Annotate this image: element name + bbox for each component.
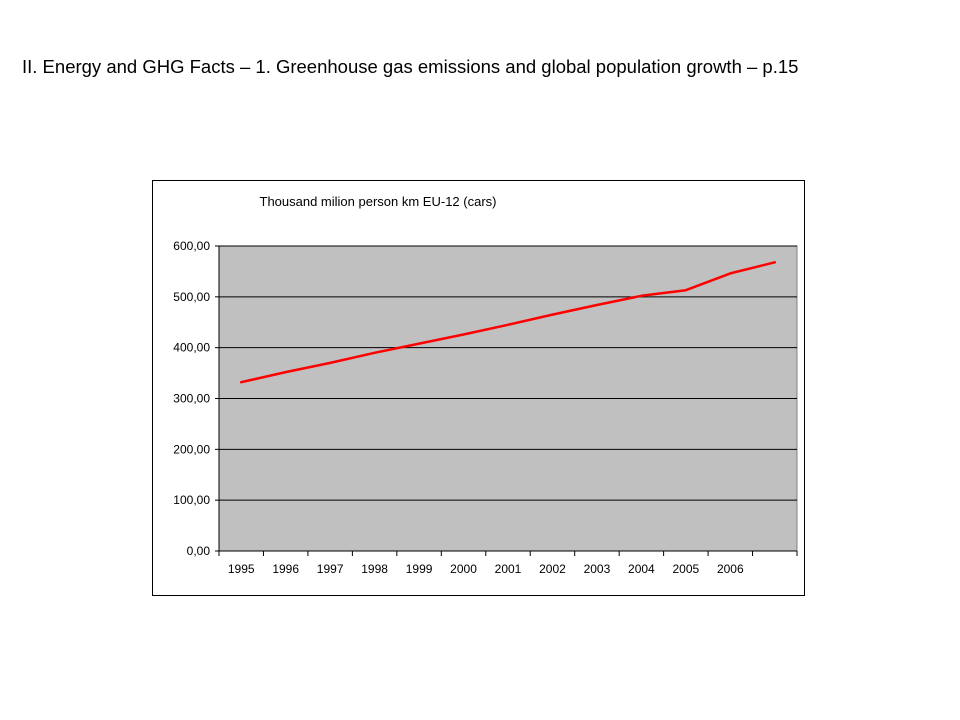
x-tick-label: 2004 [628, 562, 655, 576]
x-tick-label: 2003 [584, 562, 611, 576]
line-chart: Thousand milion person km EU-12 (cars) 0,… [173, 194, 798, 576]
series-line-0 [239, 261, 777, 384]
y-tick-label: 500,00 [173, 290, 210, 304]
slide-heading: II. Energy and GHG Facts – 1. Greenhouse… [22, 56, 799, 77]
y-tick-label: 100,00 [173, 493, 210, 507]
y-tick-label: 0,00 [187, 544, 211, 558]
x-tick-label: 2005 [672, 562, 699, 576]
x-tick-label: 2000 [450, 562, 477, 576]
y-tick-label: 600,00 [173, 239, 210, 253]
x-tick-label: 1998 [361, 562, 388, 576]
y-tick-label: 400,00 [173, 341, 210, 355]
y-tick-label: 300,00 [173, 392, 210, 406]
x-tick-label: 2006 [717, 562, 744, 576]
x-tick-label: 1995 [228, 562, 255, 576]
y-tick-label: 200,00 [173, 442, 210, 456]
x-tick-label: 1996 [272, 562, 299, 576]
x-tick-label: 2002 [539, 562, 566, 576]
chart-frame: Thousand milion person km EU-12 (cars) 0,… [152, 180, 805, 596]
chart-title: Thousand milion person km EU-12 (cars) [260, 194, 497, 209]
x-tick-label: 2001 [495, 562, 522, 576]
x-tick-label: 1999 [406, 562, 433, 576]
x-tick-label: 1997 [317, 562, 344, 576]
